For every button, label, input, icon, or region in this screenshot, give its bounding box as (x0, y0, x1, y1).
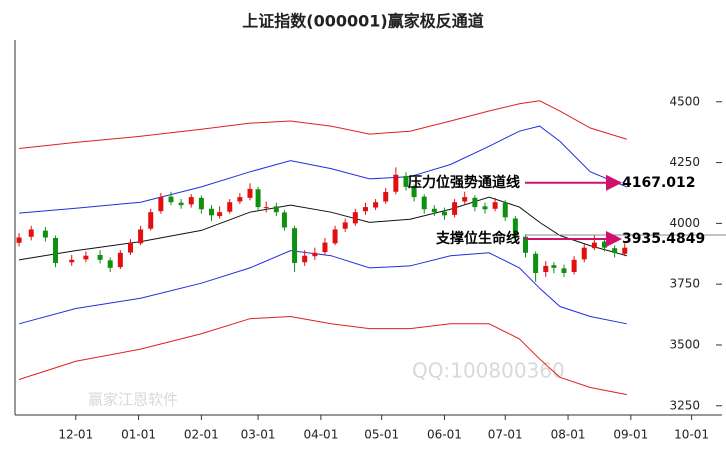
y-tick-label: 4000 (669, 216, 700, 230)
y-tick-label: 4500 (669, 94, 700, 108)
candle-body (543, 265, 549, 273)
candle-body (178, 202, 184, 206)
x-tick-label: 07-01 (488, 428, 523, 442)
candle-body (127, 242, 133, 253)
candle-body (168, 196, 174, 203)
x-tick-label: 05-01 (364, 428, 399, 442)
candle-body (273, 206, 279, 213)
candle-body (158, 197, 164, 212)
candle-body (263, 207, 269, 209)
candle-body (502, 202, 508, 218)
candle-body (411, 187, 417, 198)
y-tick-label: 4250 (669, 155, 700, 169)
candle-body (28, 229, 34, 237)
candle-body (42, 230, 48, 238)
candle-body (571, 259, 577, 273)
candle-body (117, 252, 123, 268)
x-tick-label: 12-01 (58, 428, 93, 442)
annotation-value: 4167.012 (622, 175, 696, 191)
y-tick-label: 3500 (669, 337, 700, 351)
candle-body (373, 202, 379, 208)
candle-body (281, 212, 287, 228)
candle-body (352, 212, 358, 224)
x-tick-label: 01-01 (121, 428, 156, 442)
candle-body (227, 202, 233, 212)
candle-body (403, 175, 409, 187)
watermark: QQ:100800360 (412, 359, 565, 383)
candle-body (482, 206, 488, 210)
y-tick-label: 3250 (669, 398, 700, 412)
candle-body (312, 252, 318, 257)
x-tick-label: 08-01 (551, 428, 586, 442)
x-tick-label: 10-01 (674, 428, 709, 442)
candle-body (255, 189, 261, 208)
channel-line (18, 196, 627, 261)
chart-title: 上证指数(000001)赢家极反通道 (242, 12, 483, 31)
candle-body (209, 208, 215, 216)
candle-body (97, 254, 103, 260)
x-tick-label: 06-01 (427, 428, 462, 442)
candle-body (247, 188, 253, 198)
candle-body (188, 197, 194, 205)
annotation-label: 支撑位生命线 (435, 230, 520, 247)
candle-body (472, 197, 478, 208)
candle-body (53, 237, 59, 264)
candle-body (292, 228, 298, 264)
x-tick-label: 02-01 (184, 428, 219, 442)
candle-body (622, 247, 628, 254)
candle-body (138, 229, 144, 244)
x-tick-label: 03-01 (241, 428, 276, 442)
x-tick-label: 04-01 (303, 428, 338, 442)
candle-body (383, 191, 389, 202)
candle-body (452, 202, 458, 215)
candle-body (591, 242, 597, 249)
x-tick-label: 09-01 (613, 428, 648, 442)
annotation-label: 压力位强势通道线 (408, 174, 520, 191)
channel-line (18, 100, 627, 149)
candle-body (431, 208, 437, 213)
candle-body (16, 237, 22, 243)
candle-body (492, 202, 498, 209)
candle-body (581, 247, 587, 260)
candle-body (198, 197, 204, 210)
candle-body (69, 259, 75, 263)
candle-body (342, 222, 348, 229)
candle-body (421, 196, 427, 210)
watermark: 赢家江恩软件 (88, 391, 178, 409)
candle-body (332, 229, 338, 244)
candle-body (393, 174, 399, 192)
y-tick-label: 3750 (669, 277, 700, 291)
candle-body (322, 242, 328, 253)
candle-body (602, 241, 608, 248)
annotation-value: 3935.4849 (622, 231, 705, 247)
candle-body (362, 207, 368, 212)
candle-body (107, 260, 113, 268)
candle-body (83, 255, 89, 260)
candle-body (462, 197, 468, 202)
channel-line (18, 250, 627, 325)
candle-body (512, 218, 518, 238)
candle-body (237, 197, 243, 202)
candle-body (551, 265, 557, 268)
candle-body (441, 211, 447, 216)
candle-body (148, 212, 154, 229)
candle-body (612, 248, 618, 253)
candle-body (302, 255, 308, 263)
candle-body (533, 253, 539, 273)
candle-body (217, 212, 223, 217)
candle-body (522, 236, 528, 253)
channel-line (18, 316, 627, 396)
candle-body (561, 268, 567, 273)
